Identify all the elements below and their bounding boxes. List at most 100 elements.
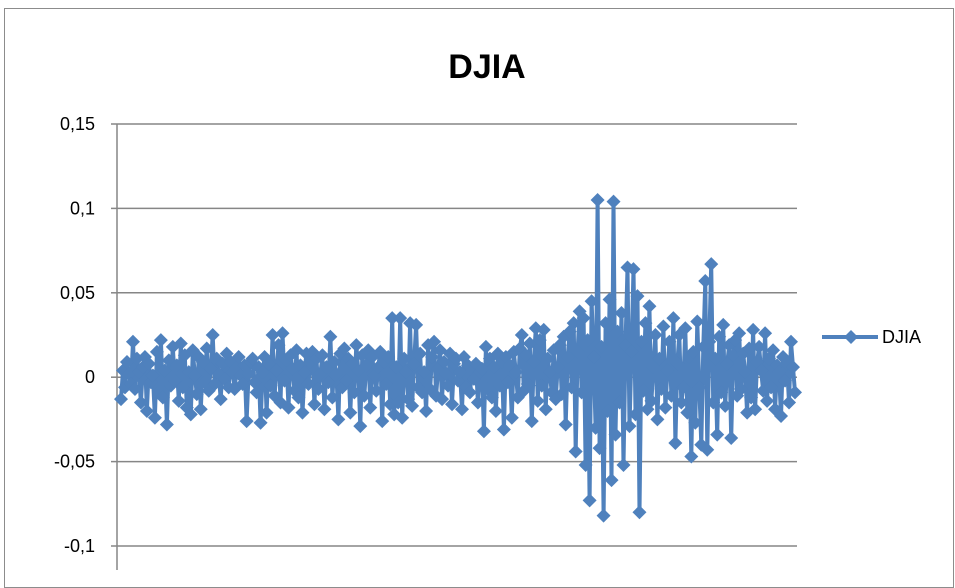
data-point-marker: [526, 355, 541, 370]
data-point-marker: [718, 398, 733, 413]
data-point-marker: [674, 395, 689, 410]
data-point-marker: [660, 363, 675, 378]
data-point-marker: [343, 405, 358, 420]
data-point-marker: [540, 351, 555, 366]
data-point-marker: [574, 385, 589, 400]
data-point-marker: [670, 356, 685, 371]
data-point-marker: [159, 417, 174, 432]
data-point-marker: [678, 321, 693, 336]
data-point-marker: [484, 390, 499, 405]
data-point-marker: [269, 363, 284, 378]
data-point-marker: [329, 366, 344, 381]
data-point-marker: [732, 326, 747, 341]
data-point-marker: [538, 402, 553, 417]
y-tick-label: 0,15: [60, 114, 95, 134]
data-point-marker: [261, 356, 276, 371]
data-point-marker: [291, 390, 306, 405]
data-point-marker: [474, 361, 489, 376]
data-point-marker: [247, 375, 262, 390]
data-point-marker: [764, 380, 779, 395]
data-point-marker: [321, 375, 336, 390]
data-point-marker: [656, 319, 671, 334]
data-point-marker: [692, 380, 707, 395]
data-point-marker: [325, 390, 340, 405]
data-point-marker: [676, 380, 691, 395]
data-point-marker: [245, 351, 260, 366]
data-point-marker: [734, 382, 749, 397]
data-point-marker: [708, 351, 723, 366]
data-point-marker: [738, 365, 753, 380]
grid-layer: [116, 123, 797, 570]
data-point-marker: [786, 360, 801, 375]
data-point-marker: [754, 363, 769, 378]
data-point-marker: [445, 397, 460, 412]
data-point-marker: [596, 508, 611, 523]
data-point-marker: [452, 365, 467, 380]
data-point-marker: [500, 375, 515, 390]
data-point-marker: [778, 373, 793, 388]
data-point-marker: [646, 360, 661, 375]
data-point-marker: [189, 387, 204, 402]
data-point-marker: [570, 344, 585, 359]
data-point-marker: [437, 355, 452, 370]
data-point-marker: [307, 397, 322, 412]
legend-label: DJIA: [882, 327, 921, 347]
data-point-marker: [662, 334, 677, 349]
data-point-marker: [648, 328, 663, 342]
data-point-marker: [772, 365, 787, 380]
data-point-marker: [688, 415, 703, 430]
data-point-marker: [235, 376, 250, 391]
y-axis-ticks: 0,15 0,1 0,05 0 -0,05 -0,1: [54, 114, 117, 556]
data-point-marker: [700, 442, 715, 457]
data-point-marker: [666, 311, 681, 326]
data-point-marker: [594, 339, 609, 354]
data-point-marker: [195, 355, 210, 370]
data-point-marker: [614, 306, 629, 321]
data-point-marker: [155, 390, 170, 405]
data-point-marker: [680, 405, 695, 420]
data-point-marker: [395, 410, 410, 425]
data-point-marker: [564, 380, 579, 395]
data-point-marker: [231, 349, 246, 364]
data-point-marker: [379, 376, 394, 391]
data-point-marker: [277, 373, 292, 388]
data-point-marker: [742, 341, 757, 356]
data-point-marker: [167, 373, 182, 388]
data-point-marker: [748, 402, 763, 417]
data-point-marker: [121, 366, 136, 381]
data-point-marker: [788, 385, 802, 400]
data-point-marker: [169, 358, 184, 373]
data-point-marker: [752, 339, 767, 354]
data-point-marker: [520, 376, 535, 391]
chart-frame: [4, 8, 954, 588]
data-point-marker: [125, 334, 140, 349]
data-point-marker: [205, 328, 220, 342]
data-point-marker: [133, 395, 148, 410]
data-point-marker: [588, 420, 603, 435]
data-point-marker: [311, 382, 326, 397]
data-point-marker: [359, 358, 374, 373]
data-point-marker: [187, 368, 202, 383]
data-point-marker: [580, 333, 595, 348]
data-point-marker: [686, 344, 701, 359]
data-point-marker: [397, 351, 412, 366]
data-point-marker: [784, 334, 799, 349]
data-point-marker: [157, 363, 172, 378]
data-point-marker: [193, 402, 208, 417]
data-point-marker: [636, 383, 651, 398]
data-point-marker: [127, 382, 142, 397]
data-point-marker: [114, 392, 128, 407]
data-point-marker: [606, 194, 621, 209]
data-point-marker: [149, 344, 164, 359]
data-point-marker: [353, 419, 368, 434]
data-point-marker: [145, 368, 160, 383]
data-point-marker: [714, 385, 729, 400]
data-point-marker: [504, 410, 519, 425]
data-point-marker: [496, 422, 511, 437]
data-point-marker: [684, 449, 699, 464]
data-point-marker: [409, 317, 424, 332]
data-point-marker: [690, 314, 705, 329]
data-point-marker: [654, 382, 669, 397]
data-point-marker: [650, 412, 665, 427]
data-point-marker: [417, 365, 432, 380]
